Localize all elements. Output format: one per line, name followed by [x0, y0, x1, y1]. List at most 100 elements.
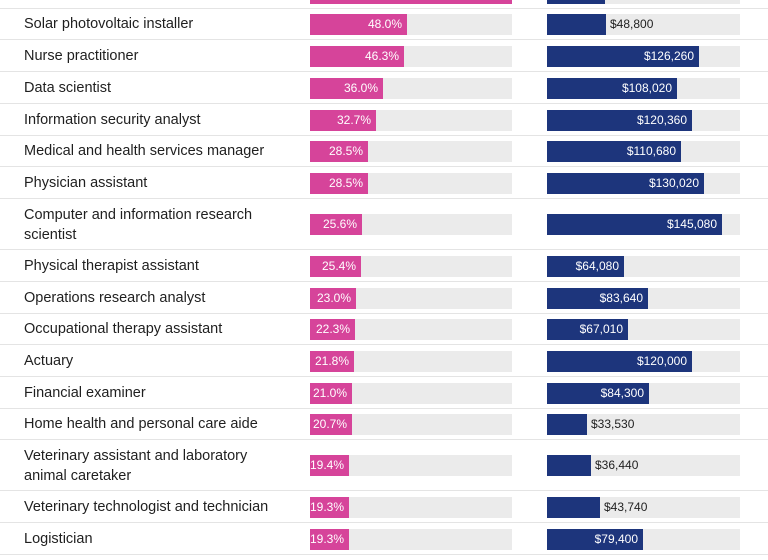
wage-bar	[547, 14, 606, 35]
table-row: Veterinary assistant and laboratory anim…	[0, 440, 768, 491]
growth-bar	[310, 497, 349, 518]
occupation-label: Logistician	[24, 531, 93, 547]
growth-value-label: 32.7%	[336, 113, 371, 127]
wage-bar-track: $36,440	[547, 455, 740, 476]
occupation-label: Physical therapist assistant	[24, 258, 199, 274]
table-row: Operations research analyst 23.0% $83,640	[0, 282, 768, 314]
growth-bar	[310, 0, 512, 4]
wage-bar	[547, 46, 699, 67]
row-divider	[0, 8, 768, 9]
occupation-label: Home health and personal care aide	[24, 416, 258, 432]
row-divider	[0, 376, 768, 377]
wage-bar	[547, 141, 681, 162]
occupation-label: Nurse practitioner	[24, 48, 139, 64]
wage-bar	[547, 414, 587, 435]
table-row: Computer and information research scient…	[0, 199, 768, 250]
occupation-label: Operations research analyst	[24, 290, 206, 306]
occupation-label: Actuary	[24, 353, 74, 369]
wage-bar	[547, 214, 722, 235]
wage-bar	[547, 319, 628, 340]
growth-value-label: 28.5%	[328, 144, 363, 158]
growth-value-label: 22.3%	[315, 322, 350, 336]
table-row: Occupational therapy assistant 22.3% $67,0…	[0, 314, 768, 345]
wage-bar-track: $43,740	[547, 497, 740, 518]
table-row: Actuary 21.8% $120,000	[0, 345, 768, 377]
growth-bar-track: 25.6%	[310, 214, 512, 235]
wage-bar	[547, 0, 605, 4]
row-divider	[0, 344, 768, 345]
growth-bar	[310, 351, 354, 372]
growth-value-label: 46.3%	[364, 49, 399, 63]
growth-value-label: 19.4%	[310, 458, 345, 472]
growth-bar	[310, 173, 368, 194]
growth-bar-track	[310, 0, 512, 4]
row-divider	[0, 554, 768, 555]
wage-bar	[547, 256, 624, 277]
row-divider	[0, 198, 768, 199]
wage-value-label: $110,680	[626, 144, 676, 158]
growth-bar-track: 28.5%	[310, 141, 512, 162]
growth-bar	[310, 78, 383, 99]
wage-bar	[547, 173, 704, 194]
growth-bar	[310, 14, 407, 35]
growth-bar	[310, 288, 356, 309]
growth-value-label: 19.3%	[310, 532, 345, 546]
wage-value-label: $130,020	[648, 176, 699, 190]
growth-value-label: 21.0%	[312, 386, 347, 400]
wage-value-label: $120,000	[636, 354, 687, 368]
growth-value-label: 25.6%	[322, 217, 357, 231]
row-divider	[0, 71, 768, 72]
growth-bar-track: 19.3%	[310, 497, 512, 518]
wage-value-label: $67,010	[579, 322, 623, 336]
occupation-label: Physician assistant	[24, 175, 148, 191]
growth-value-label: 36.0%	[343, 81, 378, 95]
table-row: Solar photovoltaic installer 48.0% $48,800	[0, 9, 768, 40]
growth-value-label: 48.0%	[367, 17, 402, 31]
occupation-label: Veterinary technologist and technician	[24, 499, 269, 515]
wage-bar-track: $84,300	[547, 383, 740, 404]
growth-value-label: 23.0%	[316, 291, 351, 305]
growth-bar	[310, 319, 355, 340]
growth-bar-track: 32.7%	[310, 110, 512, 131]
growth-bar-track: 19.4%	[310, 455, 512, 476]
wage-bar	[547, 497, 600, 518]
wage-bar-track: $83,640	[547, 288, 740, 309]
growth-bar-track: 21.8%	[310, 351, 512, 372]
wage-bar-track: $130,020	[547, 173, 740, 194]
growth-bar	[310, 141, 368, 162]
wage-value-label: $126,260	[643, 49, 694, 63]
wage-bar	[547, 351, 692, 372]
row-divider	[0, 281, 768, 282]
table-row: Data scientist 36.0% $108,020	[0, 72, 768, 104]
occupation-label: Medical and health services manager	[24, 143, 265, 159]
growth-bar	[310, 46, 404, 67]
table-row: Logistician 19.3% $79,400	[0, 523, 768, 555]
growth-bar-track: 25.4%	[310, 256, 512, 277]
growth-bar-track: 22.3%	[310, 319, 512, 340]
wage-bar	[547, 455, 591, 476]
occupation-label: Solar photovoltaic installer	[24, 16, 194, 32]
growth-bar-track: 21.0%	[310, 383, 512, 404]
row-divider	[0, 39, 768, 40]
wage-bar-track: $110,680	[547, 141, 740, 162]
wage-bar-track: $108,020	[547, 78, 740, 99]
table-row: Medical and health services manager 28.5%…	[0, 136, 768, 167]
wage-bar	[547, 110, 692, 131]
wage-value-label: $43,740	[604, 500, 648, 514]
growth-bar-track: 19.3%	[310, 529, 512, 550]
growth-bar	[310, 529, 349, 550]
row-divider	[0, 522, 768, 523]
wage-bar-track: $64,080	[547, 256, 740, 277]
wage-bar-track: $79,400	[547, 529, 740, 550]
growth-bar-track: 20.7%	[310, 414, 512, 435]
wage-bar-track: $145,080	[547, 214, 740, 235]
row-divider	[0, 490, 768, 491]
growth-value-label: 20.7%	[312, 417, 347, 431]
table-row: Veterinary technologist and technician 19…	[0, 491, 768, 523]
row-divider	[0, 313, 768, 314]
wage-bar	[547, 383, 649, 404]
row-divider	[0, 135, 768, 136]
growth-bar	[310, 414, 352, 435]
growth-bar-track: 36.0%	[310, 78, 512, 99]
wage-value-label: $120,360	[636, 113, 687, 127]
